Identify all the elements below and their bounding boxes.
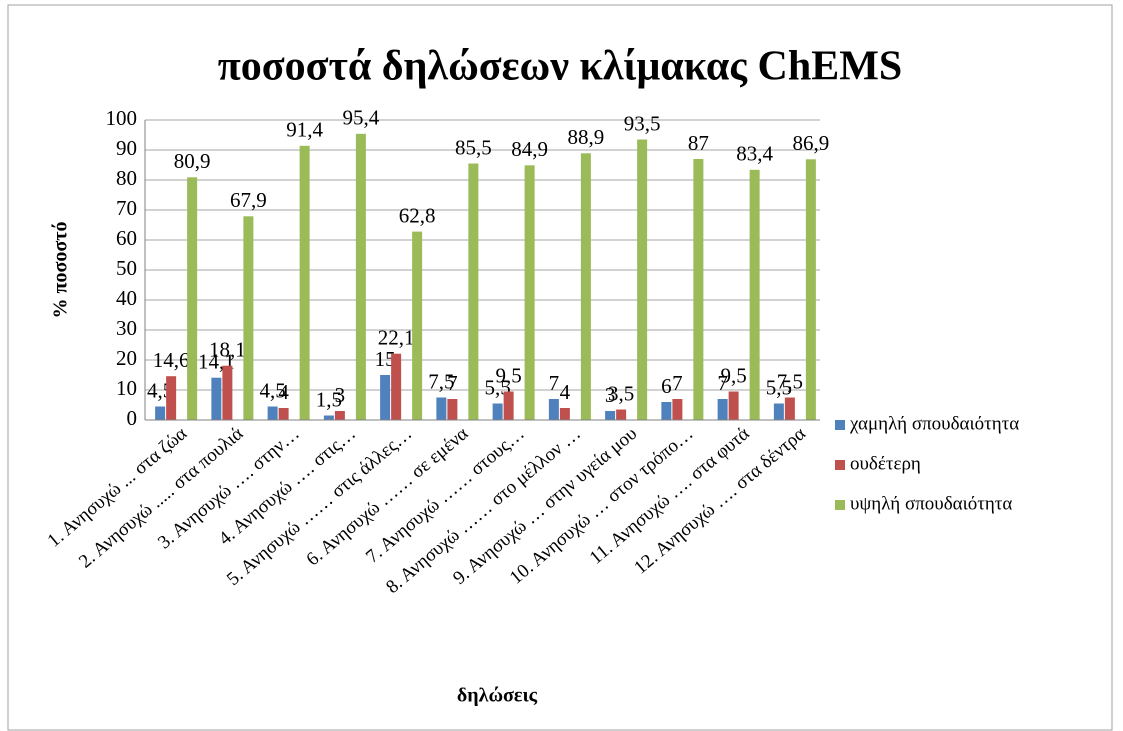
data-label: 6 (661, 374, 672, 398)
data-label: 5,5 (766, 375, 792, 399)
y-tick-label: 70 (116, 196, 137, 220)
y-tick-label: 30 (116, 316, 137, 340)
x-axis-title: δηλώσεις (457, 685, 538, 707)
bar (436, 397, 447, 420)
bar (728, 391, 739, 420)
data-label: 9,5 (496, 363, 522, 387)
bar (805, 159, 816, 421)
y-tick-label: 0 (127, 406, 138, 430)
bar (717, 399, 728, 420)
bar (267, 406, 278, 420)
bar (559, 408, 570, 420)
bar (672, 399, 683, 420)
bar (524, 165, 535, 420)
bar (580, 153, 591, 421)
bar (749, 169, 760, 420)
bar (166, 376, 177, 420)
data-label: 3 (335, 383, 346, 407)
data-label: 22,1 (378, 326, 415, 350)
bar (222, 365, 233, 420)
bar (693, 159, 704, 420)
chart-title: ποσοστά δηλώσεων κλίμακας ChEMS (218, 44, 902, 90)
bar (548, 399, 559, 420)
y-tick-label: 100 (106, 106, 138, 130)
bar (784, 397, 795, 420)
data-label: 4 (278, 380, 289, 404)
data-label: 7 (717, 371, 728, 395)
data-label: 18,1 (209, 338, 246, 362)
data-label: 4 (560, 380, 571, 404)
data-label: 95,4 (343, 106, 380, 130)
y-tick-label: 50 (116, 256, 137, 280)
data-label: 7 (549, 371, 560, 395)
bar (323, 415, 334, 420)
bar (187, 177, 198, 420)
data-label: 80,9 (174, 149, 211, 173)
legend-swatch (835, 460, 845, 470)
legend-label: υψηλή σπουδαιότητα (850, 493, 1012, 514)
y-tick-label: 60 (116, 226, 137, 250)
data-label: 84,9 (511, 137, 548, 161)
legend-label: χαμηλή σπουδαιότητα (849, 413, 1019, 434)
bar (155, 406, 166, 420)
data-label: 3 (605, 383, 616, 407)
data-label: 9,5 (721, 363, 747, 387)
data-label: 15 (375, 347, 396, 371)
data-label: 7 (447, 371, 458, 395)
data-label: 88,9 (568, 125, 605, 149)
data-label: 67,9 (230, 188, 267, 212)
bar (503, 391, 514, 420)
bar (616, 409, 627, 420)
bar (773, 403, 784, 420)
data-label: 62,8 (399, 203, 436, 227)
legend-swatch (835, 420, 845, 430)
y-tick-label: 90 (116, 136, 137, 160)
y-tick-label: 80 (116, 166, 137, 190)
bar (380, 375, 391, 420)
bar (355, 133, 366, 421)
bar (637, 139, 648, 420)
bar (391, 353, 402, 420)
bar (661, 402, 672, 420)
data-label: 85,5 (455, 135, 492, 159)
legend-label: ουδέτερη (850, 453, 921, 474)
y-axis-title: % ποσοστό (50, 222, 72, 319)
bar (468, 163, 479, 420)
bar (334, 411, 345, 420)
data-label: 83,4 (736, 142, 773, 166)
bar (412, 231, 423, 420)
data-label: 7,5 (428, 369, 454, 393)
bar (211, 377, 222, 420)
data-label: 91,4 (286, 118, 323, 142)
y-tick-label: 20 (116, 346, 137, 370)
y-tick-label: 10 (116, 376, 137, 400)
data-label: 86,9 (793, 131, 830, 155)
data-label: 7 (672, 371, 683, 395)
y-tick-label: 40 (116, 286, 137, 310)
data-label: 3,5 (608, 381, 634, 405)
data-label: 93,5 (624, 111, 661, 135)
data-label: 87 (688, 131, 709, 155)
bar (492, 403, 503, 420)
data-label: 4,5 (260, 378, 286, 402)
bar (605, 411, 616, 420)
bar (278, 408, 289, 420)
legend-swatch (835, 500, 845, 510)
data-label: 14,6 (153, 348, 190, 372)
data-label: 1,5 (316, 387, 342, 411)
bar (299, 145, 310, 421)
bar (447, 399, 458, 420)
bar (243, 216, 254, 420)
data-label: 7,5 (777, 369, 803, 393)
